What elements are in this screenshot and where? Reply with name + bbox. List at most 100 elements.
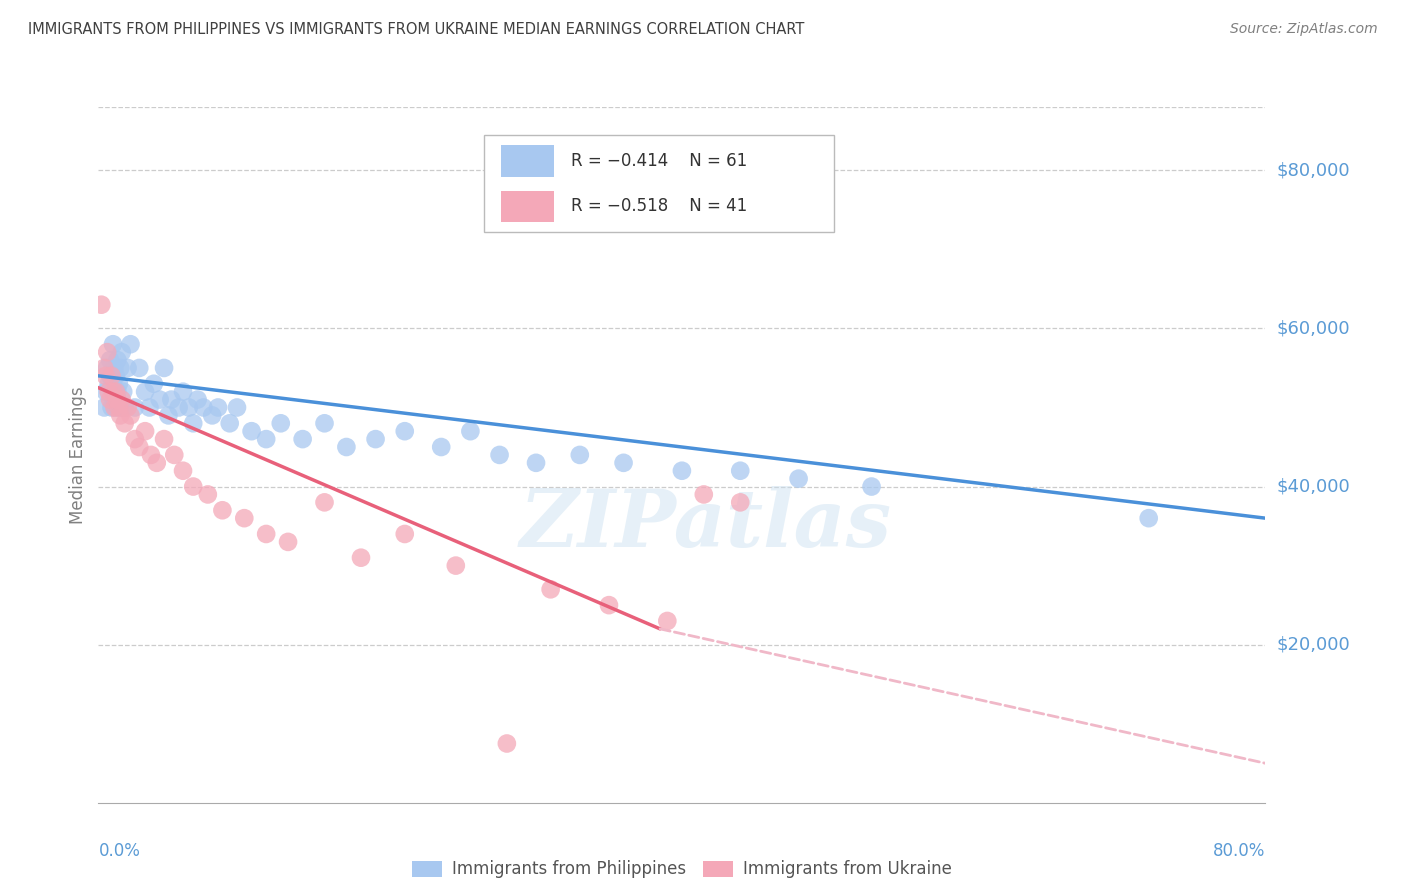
Point	[211, 503, 233, 517]
Point	[177, 401, 200, 415]
FancyBboxPatch shape	[484, 135, 834, 232]
FancyBboxPatch shape	[501, 191, 554, 222]
Point	[240, 424, 263, 438]
Legend: Immigrants from Philippines, Immigrants from Ukraine: Immigrants from Philippines, Immigrants …	[405, 854, 959, 885]
Point	[181, 417, 204, 431]
Point	[728, 464, 751, 478]
Point	[430, 440, 453, 454]
Point	[110, 361, 132, 376]
Text: R = −0.414    N = 61: R = −0.414 N = 61	[571, 152, 748, 170]
Point	[860, 479, 883, 493]
Point	[201, 409, 224, 423]
Point	[98, 392, 121, 407]
Point	[160, 392, 183, 407]
Point	[167, 401, 190, 415]
Point	[104, 384, 127, 399]
Point	[314, 417, 336, 431]
Point	[108, 401, 131, 415]
Point	[101, 384, 124, 399]
Point	[124, 432, 146, 446]
Point	[120, 337, 142, 351]
Point	[153, 361, 176, 376]
Point	[142, 376, 165, 391]
Point	[787, 472, 810, 486]
Point	[93, 401, 115, 415]
Point	[110, 401, 132, 415]
Point	[117, 361, 139, 376]
Point	[335, 440, 357, 454]
Point	[1137, 511, 1160, 525]
Point	[728, 495, 751, 509]
Point	[488, 448, 510, 462]
Text: 80.0%: 80.0%	[1213, 842, 1265, 860]
Point	[124, 401, 146, 415]
Point	[270, 417, 292, 431]
Point	[128, 361, 150, 376]
Point	[105, 384, 128, 399]
Text: $40,000: $40,000	[1277, 477, 1350, 496]
Point	[96, 361, 118, 376]
Point	[112, 384, 135, 399]
Point	[495, 737, 517, 751]
Point	[103, 401, 125, 415]
Point	[138, 401, 160, 415]
Point	[153, 432, 176, 446]
Point	[104, 401, 127, 415]
Text: $60,000: $60,000	[1277, 319, 1350, 337]
Point	[139, 448, 162, 462]
Y-axis label: Median Earnings: Median Earnings	[69, 386, 87, 524]
Point	[93, 361, 115, 376]
Point	[157, 409, 180, 423]
Point	[105, 392, 128, 407]
Point	[90, 298, 112, 312]
Point	[226, 401, 249, 415]
FancyBboxPatch shape	[501, 145, 554, 177]
Point	[110, 409, 132, 423]
Point	[146, 456, 169, 470]
Point	[97, 384, 120, 399]
Point	[460, 424, 482, 438]
Point	[394, 527, 416, 541]
Point	[114, 417, 136, 431]
Text: IMMIGRANTS FROM PHILIPPINES VS IMMIGRANTS FROM UKRAINE MEDIAN EARNINGS CORRELATI: IMMIGRANTS FROM PHILIPPINES VS IMMIGRANT…	[28, 22, 804, 37]
Point	[108, 376, 131, 391]
Point	[172, 464, 194, 478]
Point	[254, 432, 277, 446]
Text: R = −0.518    N = 41: R = −0.518 N = 41	[571, 197, 748, 215]
Point	[120, 409, 142, 423]
Point	[163, 448, 186, 462]
Point	[254, 527, 277, 541]
Text: 0.0%: 0.0%	[98, 842, 141, 860]
Point	[444, 558, 467, 573]
Point	[181, 479, 204, 493]
Point	[291, 432, 314, 446]
Point	[218, 417, 240, 431]
Point	[114, 401, 136, 415]
Point	[134, 384, 156, 399]
Point	[100, 368, 122, 383]
Text: ZIPatlas: ZIPatlas	[519, 486, 891, 563]
Text: $80,000: $80,000	[1277, 161, 1350, 179]
Point	[117, 401, 139, 415]
Point	[104, 368, 127, 383]
Point	[568, 448, 591, 462]
Point	[96, 345, 118, 359]
Point	[187, 392, 209, 407]
Point	[100, 401, 122, 415]
Text: $20,000: $20,000	[1277, 636, 1350, 654]
Point	[350, 550, 373, 565]
Point	[598, 598, 620, 612]
Point	[524, 456, 547, 470]
Point	[207, 401, 229, 415]
Point	[128, 440, 150, 454]
Point	[197, 487, 219, 501]
Point	[314, 495, 336, 509]
Point	[98, 368, 121, 383]
Point	[134, 424, 156, 438]
Point	[693, 487, 716, 501]
Point	[172, 384, 194, 399]
Point	[98, 353, 121, 368]
Point	[233, 511, 256, 525]
Point	[103, 361, 125, 376]
Point	[101, 376, 124, 391]
